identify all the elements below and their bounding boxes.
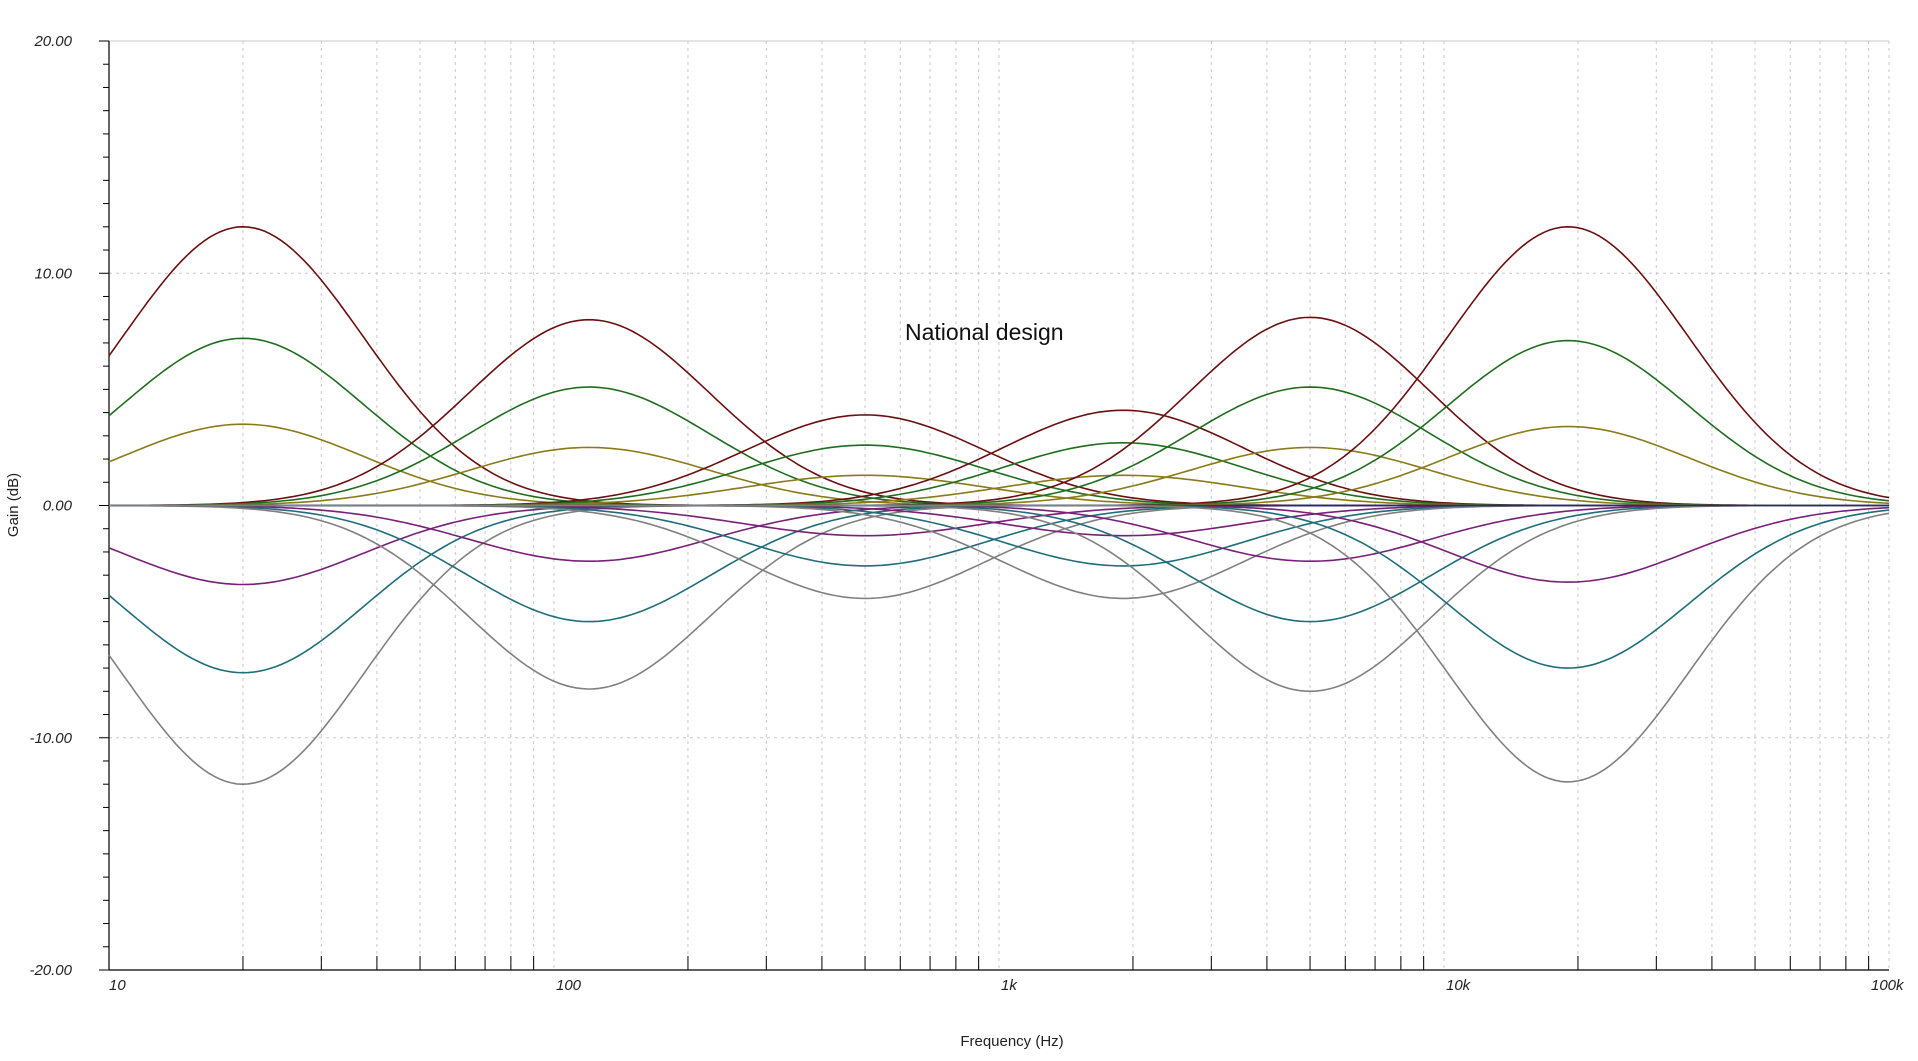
x-tick-label: 100k [1871,977,1905,994]
x-tick-label: 1k [1001,977,1018,994]
series-line-band-3-6 [109,504,1889,567]
y-tick-label: 20.00 [33,33,72,50]
x-axis-title: Frequency (Hz) [960,1033,1063,1050]
series-group [108,225,1890,786]
y-tick-label: 10.00 [34,265,72,282]
series-line-band-4-6 [109,504,1889,567]
minor-ticks [99,40,1870,971]
x-tick-label: 10 [109,977,126,994]
y-tick-label: -20.00 [29,962,72,979]
x-tick-label: 10k [1446,977,1472,994]
series-line-band-6-7 [109,504,1890,783]
x-tick-label: 100 [556,977,582,994]
chart-annotation: National design [905,319,1064,345]
y-tick-label: 0.00 [43,498,73,515]
y-tick-label: -10.00 [29,730,72,747]
x-tick-labels: 10 100 1k 10k 100k [109,977,1905,994]
y-tick-labels: 20.00 10.00 0.00 -10.00 -20.00 [29,33,72,979]
y-axis-title: Gain (dB) [5,473,22,537]
